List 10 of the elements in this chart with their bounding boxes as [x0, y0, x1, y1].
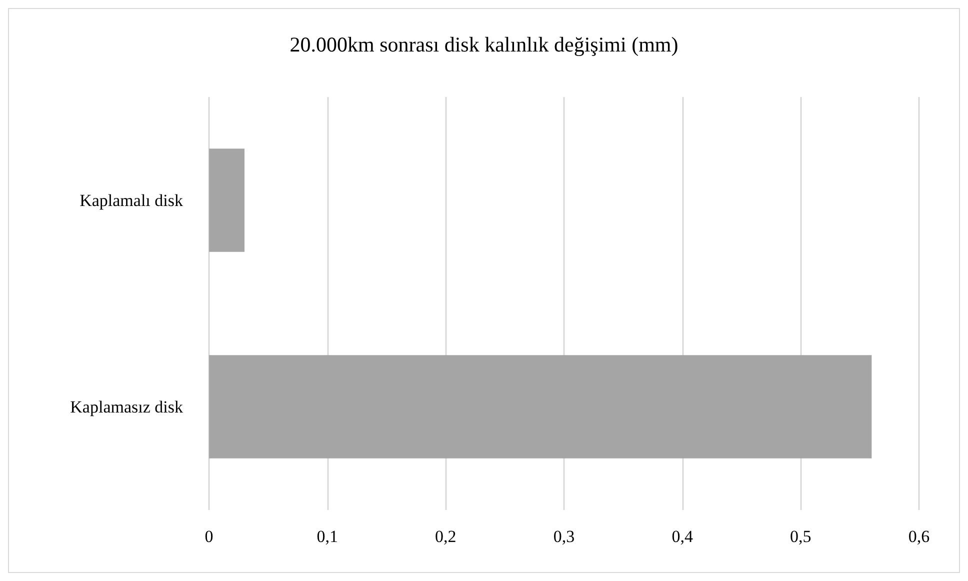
x-tick-label: 0,4 [672, 527, 694, 546]
chart-title: 20.000km sonrası disk kalınlık değişimi (mm) [290, 32, 678, 56]
x-tick-label: 0 [204, 527, 214, 546]
x-tick-label: 0,3 [553, 527, 575, 546]
y-tick-label: Kaplamasız disk [70, 397, 184, 416]
x-tick-label: 0,2 [435, 527, 456, 546]
x-tick-label: 0,1 [316, 527, 338, 546]
x-tick-label: 0,6 [908, 527, 930, 546]
y-tick-label: Kaplamalı disk [80, 190, 184, 210]
x-tick-label: 0,5 [790, 527, 812, 546]
